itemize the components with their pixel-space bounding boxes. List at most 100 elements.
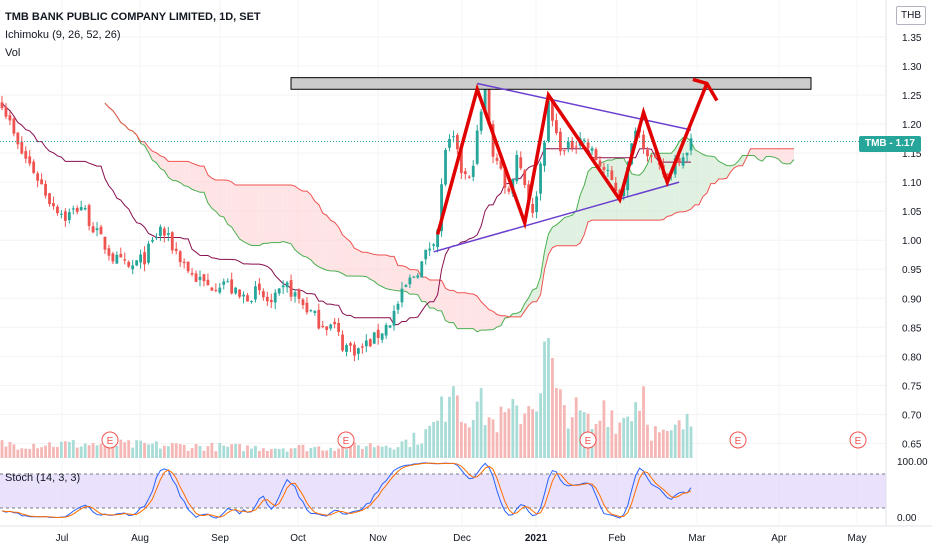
- ichimoku-cloud: [718, 161, 723, 179]
- volume-bar: [487, 417, 491, 458]
- candle-body: [353, 344, 356, 356]
- volume-bar: [566, 428, 570, 458]
- y-tick-label: 1.30: [902, 62, 922, 73]
- candle-body: [463, 171, 467, 175]
- earnings-marker: [729, 431, 747, 449]
- volume-bar: [115, 446, 119, 458]
- candle-body: [79, 206, 83, 211]
- candle-body: [214, 289, 218, 291]
- candle-body: [28, 156, 32, 164]
- volume-bar: [673, 424, 677, 458]
- ichimoku-cloud: [180, 161, 185, 186]
- volume-bar: [83, 443, 87, 458]
- candle-body: [186, 261, 190, 272]
- volume-bar: [127, 440, 131, 458]
- ichimoku-cloud: [421, 277, 426, 302]
- ichimoku-cloud: [762, 148, 767, 162]
- candle-body: [159, 226, 162, 236]
- volume-bar: [448, 396, 451, 458]
- volume-bar: [440, 396, 443, 458]
- volume-bar: [416, 444, 420, 458]
- volume-bar: [614, 433, 618, 458]
- volume-bar: [178, 444, 182, 458]
- candle-body: [372, 332, 376, 344]
- candle-body: [127, 261, 131, 267]
- ichimoku-cloud: [390, 256, 395, 291]
- ichimoku-cloud: [548, 227, 553, 255]
- ichimoku-cloud: [275, 185, 280, 243]
- volume-bar: [602, 400, 606, 458]
- ichimoku-cloud: [235, 185, 240, 240]
- volume-bar: [376, 445, 380, 458]
- x-tick-label: Mar: [688, 533, 706, 544]
- volume-bar: [618, 422, 622, 458]
- candle-body: [491, 124, 495, 157]
- candle-body: [428, 248, 432, 251]
- candle-body: [681, 157, 685, 166]
- ichimoku-cloud: [489, 309, 494, 330]
- y-tick-label: 0.90: [902, 294, 922, 305]
- candle-body: [321, 325, 325, 328]
- y-tick-label: 0.70: [902, 410, 922, 421]
- volume-bar: [681, 429, 685, 458]
- candle-body: [242, 294, 245, 297]
- ichimoku-cloud: [425, 277, 430, 309]
- volume-bar: [202, 450, 206, 458]
- ichimoku-cloud: [326, 215, 331, 271]
- volume-bar: [353, 442, 356, 458]
- candle-body: [166, 233, 170, 235]
- candle-body: [317, 309, 321, 329]
- x-tick-label: Aug: [131, 533, 149, 544]
- ichimoku-cloud: [651, 153, 656, 221]
- ichimoku-indicator-label[interactable]: Ichimoku (9, 26, 52, 26): [5, 29, 121, 41]
- volume-bar: [657, 432, 661, 458]
- ichimoku-cloud: [394, 256, 398, 291]
- volume-bar: [634, 402, 637, 458]
- volume-bar: [626, 416, 630, 458]
- volume-bar: [333, 450, 337, 458]
- ichimoku-cloud: [299, 189, 303, 256]
- volume-indicator-label[interactable]: Vol: [5, 47, 21, 59]
- earnings-marker-label: E: [735, 436, 742, 447]
- earnings-marker-label: E: [585, 436, 592, 447]
- candle-body: [562, 150, 566, 152]
- candle-body: [677, 158, 681, 164]
- volume-bar: [170, 443, 174, 458]
- ichimoku-cloud: [493, 311, 497, 330]
- earnings-marker-label: E: [343, 436, 350, 447]
- ichimoku-cloud: [362, 252, 367, 277]
- ichimoku-cloud: [695, 149, 699, 205]
- volume-bar: [119, 439, 123, 458]
- stoch-indicator-label[interactable]: Stoch (14, 3, 3): [5, 472, 81, 484]
- volume-bar: [483, 425, 487, 458]
- candle-body: [60, 213, 63, 215]
- currency-button[interactable]: THB: [896, 6, 926, 25]
- candle-body: [254, 286, 257, 300]
- candle-body: [99, 226, 103, 235]
- volume-bar: [305, 451, 309, 458]
- volume-bar: [309, 447, 313, 458]
- candle-body: [174, 248, 178, 251]
- ichimoku-cloud: [516, 311, 521, 317]
- ichimoku-cloud: [572, 210, 577, 246]
- ichimoku-cloud: [306, 191, 311, 260]
- candle-body: [582, 139, 586, 141]
- volume-bar: [67, 441, 71, 458]
- ichimoku-cloud: [445, 288, 450, 323]
- candle-body: [107, 248, 111, 256]
- candle-body: [408, 277, 412, 285]
- candle-body: [48, 193, 51, 205]
- volume-bar: [56, 446, 59, 458]
- candle-body: [67, 212, 71, 221]
- y-tick-label: 0.80: [902, 352, 922, 363]
- volume-bar: [206, 446, 210, 458]
- candle-body: [594, 149, 598, 161]
- candle-body: [333, 321, 337, 325]
- x-tick-label: May: [848, 533, 867, 544]
- ichimoku-cloud: [247, 185, 252, 246]
- volume-bar: [467, 427, 471, 458]
- volume-bar: [246, 445, 249, 458]
- volume-bar: [345, 449, 348, 458]
- volume-bar: [0, 440, 4, 458]
- candle-body: [400, 288, 404, 303]
